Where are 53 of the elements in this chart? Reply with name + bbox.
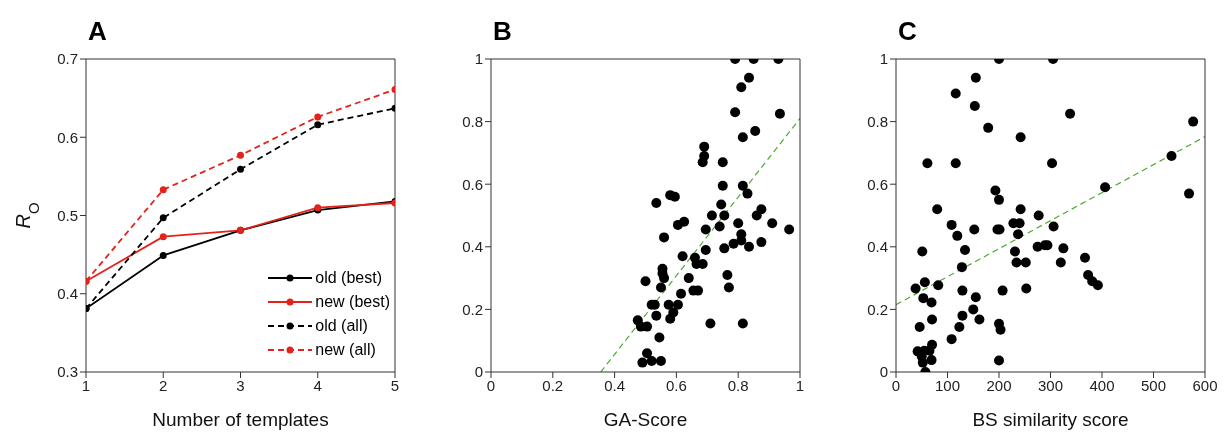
point <box>159 214 167 222</box>
y-tick-label: 0.7 <box>57 50 78 68</box>
x-tick-label: 400 <box>1089 376 1115 394</box>
y-tick-label: 0.8 <box>867 112 888 130</box>
chart-title: A <box>88 16 107 47</box>
x-axis-title: GA-Score <box>603 409 688 430</box>
x-tick-label: 5 <box>390 376 400 394</box>
y-tick-label: 0.4 <box>867 238 888 256</box>
x-tick-label: 4 <box>313 376 322 394</box>
y-tick-label: 0.3 <box>57 363 78 381</box>
x-tick-label: 100 <box>934 376 961 394</box>
point <box>159 251 167 259</box>
x-axis-title: Number of templates <box>152 409 329 430</box>
y-tick-label: 0.6 <box>57 128 78 146</box>
y-tick-label: 0.5 <box>57 206 78 224</box>
x-tick-label: 2 <box>159 376 168 394</box>
x-tick-label: 0.8 <box>727 376 749 394</box>
x-axis-title: BS similarity score <box>972 409 1129 430</box>
x-tick-label: 1 <box>81 376 91 394</box>
x-tick-label: 600 <box>1192 376 1218 394</box>
y-tick-label: 0 <box>879 363 888 381</box>
y-tick-label: 0.6 <box>867 175 888 193</box>
x-tick-label: 1 <box>795 376 805 394</box>
y-tick-label: 0.2 <box>462 300 483 318</box>
y-tick-label: 0.4 <box>57 285 78 303</box>
y-tick-label: 1 <box>474 50 483 68</box>
x-tick-label: 0 <box>486 376 496 394</box>
point <box>159 233 167 241</box>
y-tick-label: 0.6 <box>462 175 483 193</box>
legend-label: old (all) <box>315 317 368 335</box>
x-tick-label: 0 <box>891 376 901 394</box>
y-tick-label: 0 <box>474 363 483 381</box>
point <box>159 186 167 194</box>
x-tick-label: 0.6 <box>665 376 687 394</box>
point <box>314 121 322 129</box>
point <box>237 151 244 159</box>
chart-title: C <box>898 16 917 47</box>
x-tick-label: 200 <box>986 376 1012 394</box>
legend-label: new (all) <box>315 341 376 359</box>
chart-title: B <box>493 16 512 47</box>
x-tick-label: 0.4 <box>604 376 626 394</box>
y-tick-label: 0.4 <box>462 238 483 256</box>
legend-label: new (best) <box>315 293 390 311</box>
x-tick-label: 3 <box>236 376 245 394</box>
x-tick-label: 0.2 <box>542 376 564 394</box>
point <box>237 165 244 173</box>
y-tick-label: 1 <box>879 50 888 68</box>
x-tick-label: 300 <box>1037 376 1064 394</box>
point <box>314 113 322 121</box>
y-tick-label: 0.2 <box>867 300 888 318</box>
legend-label: old (best) <box>315 269 382 287</box>
y-tick-label: 0.8 <box>462 112 483 130</box>
x-tick-label: 500 <box>1140 376 1167 394</box>
